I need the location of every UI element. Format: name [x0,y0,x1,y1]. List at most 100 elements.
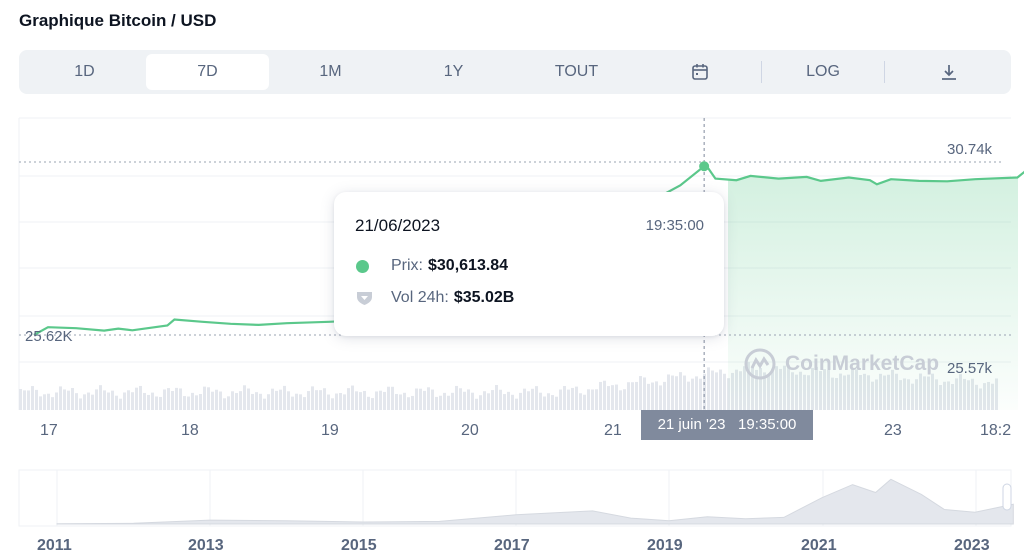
volume-bar [487,393,490,410]
volume-bar [419,388,422,410]
volume-bar [379,390,382,410]
volume-bar [87,392,90,410]
volume-bar [603,380,606,410]
volume-bar [527,391,530,410]
volume-bar [399,394,402,410]
volume-bar [299,394,302,410]
x-tick-18: 18 [181,422,199,439]
tooltip-price-row: Prix: $30,613.84 [356,257,508,275]
volume-bar [179,388,182,410]
volume-bar [455,385,458,410]
price-tooltip: 21/06/2023 19:35:00 Prix: $30,613.84 Vol… [334,192,724,336]
volume-bar [59,386,62,410]
page-title: Graphique Bitcoin / USD [19,11,217,30]
volume-bar [35,389,38,410]
volume-bar [587,389,590,410]
year-label-2023: 2023 [954,537,990,554]
volume-bar [635,381,638,410]
log-toggle[interactable]: LOG [806,63,840,80]
volume-bar [91,394,94,410]
calendar-icon [692,64,708,80]
volume-bar [539,392,542,410]
volume-bar [67,390,70,410]
coinmarketcap-watermark: CoinMarketCap [743,347,939,381]
tab-divider [884,61,885,83]
volume-bar [579,393,582,410]
overview-range-handle[interactable] [1002,483,1012,511]
volume-bar [263,398,266,410]
volume-bar [575,386,578,410]
volume-bar [711,370,714,410]
volume-bar [63,389,66,410]
year-label-2011: 2011 [37,537,72,554]
volume-bar [471,392,474,410]
watermark-text: CoinMarketCap [785,352,940,375]
tab-all[interactable]: TOUT [554,63,599,80]
volume-bar [31,386,34,410]
volume-bar [287,391,290,410]
tooltip-price-label: Prix: [391,257,423,274]
volume-bar [291,396,294,410]
volume-bar [655,381,658,410]
volume-bar [163,389,166,410]
volume-bar [323,388,326,410]
volume-bar [175,387,178,410]
volume-bar [187,396,190,410]
volume-bar [431,389,434,410]
volume-bar [531,388,534,410]
volume-bar [607,386,610,410]
y-label-max: 30.74k [947,141,993,158]
volume-bar [511,394,514,410]
volume-bar [211,391,214,410]
volume-bar [499,389,502,410]
download-button[interactable] [924,54,974,90]
crosshair-date-label: 21 juin '23 19:35:00 [641,410,813,440]
volume-bar [331,398,334,410]
volume-bar [479,395,482,410]
volume-bar [79,398,82,410]
volume-bar [571,387,574,410]
tab-divider [761,61,762,83]
volume-bar [683,375,686,410]
y-label-last: 25.57k [947,360,993,377]
volume-bar [295,393,298,410]
volume-bar [387,386,390,410]
tab-7d[interactable]: 7D [146,54,269,90]
volume-bar [439,395,442,410]
volume-bar [231,391,234,410]
tab-1y[interactable]: 1Y [443,63,464,80]
volume-bar [227,396,230,410]
year-label-2017: 2017 [494,537,530,554]
volume-bar [99,385,102,410]
volume-bar [103,390,106,410]
year-label-2019: 2019 [647,537,683,554]
calendar-button[interactable] [675,54,725,90]
hover-point [699,161,710,172]
tab-1d[interactable]: 1D [74,63,95,80]
volume-bar [255,392,258,410]
volume-bar [83,394,86,410]
volume-bar [611,385,614,410]
volume-bar [627,382,630,410]
tooltip-volume-row: Vol 24h: $35.02B [356,289,514,307]
volume-bar [647,383,650,410]
volume-bar [623,389,626,410]
volume-bar [695,376,698,410]
volume-bar [75,393,78,410]
volume-bar [371,398,374,410]
volume-bar [327,394,330,410]
coinmarketcap-logo-icon [744,348,776,380]
volume-bar [551,395,554,410]
y-label-min: 25.62K [25,328,73,345]
volume-bar [155,396,158,410]
tab-1m[interactable]: 1M [319,63,342,80]
volume-bar [195,395,198,410]
x-tick-20: 20 [461,422,479,439]
volume-bar [707,367,710,410]
volume-bar [159,396,162,410]
volume-bar [459,388,462,410]
volume-bar [403,392,406,410]
volume-bar [463,391,466,410]
volume-bar [335,393,338,410]
volume-bar [203,386,206,410]
